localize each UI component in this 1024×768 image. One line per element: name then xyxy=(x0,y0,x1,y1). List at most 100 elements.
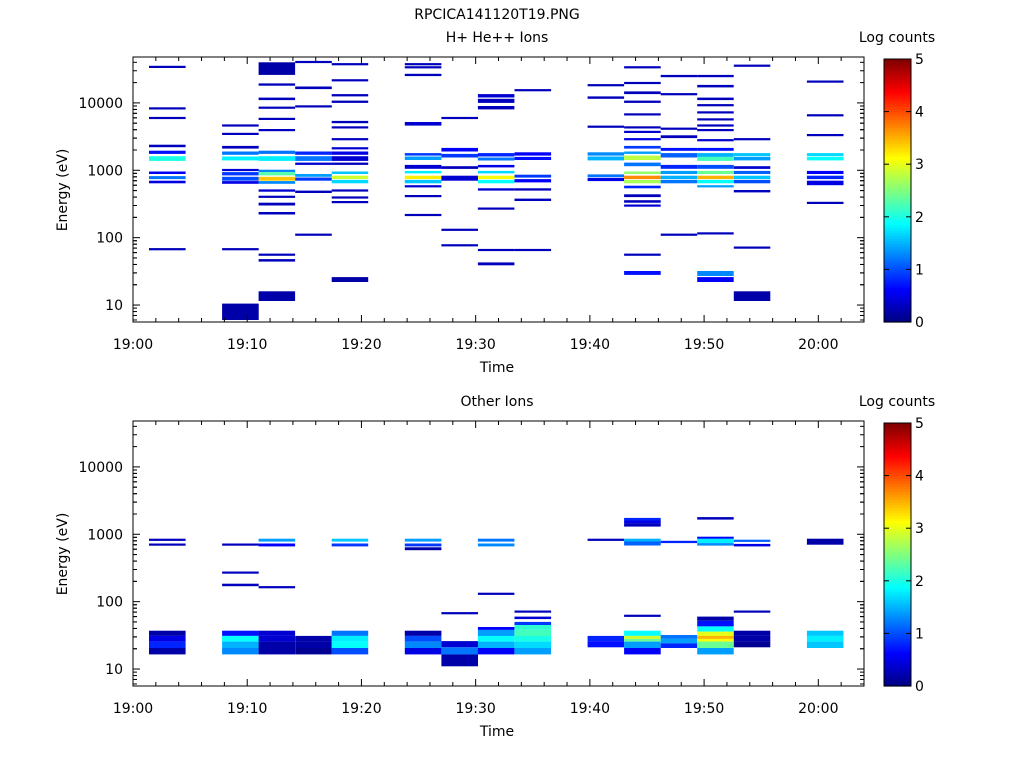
heatmap-cell xyxy=(660,164,698,169)
x-tick-label: 19:20 xyxy=(341,337,381,353)
heatmap-cell xyxy=(624,151,661,154)
heatmap-cell xyxy=(697,517,734,520)
heatmap-cell xyxy=(477,641,515,648)
heatmap-cell xyxy=(441,147,478,152)
heatmap-cell xyxy=(697,538,734,544)
heatmap-cell xyxy=(404,170,442,174)
colorbar-band xyxy=(884,287,911,292)
heatmap-cell xyxy=(697,156,734,161)
heatmap-cell xyxy=(331,635,369,642)
heatmap-cell xyxy=(733,291,771,301)
heatmap-cell xyxy=(404,66,442,69)
colorbar-band xyxy=(884,436,911,440)
heatmap-cell xyxy=(258,181,296,184)
colorbar-band xyxy=(884,277,911,281)
x-tick-label: 19:10 xyxy=(227,337,267,353)
heatmap-cell xyxy=(404,164,442,169)
heatmap-cell xyxy=(697,179,734,184)
heatmap-cell xyxy=(331,151,369,155)
colorbar-band xyxy=(884,148,911,152)
colorbar-band xyxy=(884,158,911,163)
heatmap-cell xyxy=(624,648,661,655)
colorbar-band xyxy=(884,179,911,184)
heatmap-cell xyxy=(441,166,478,169)
heatmap-cell xyxy=(331,277,369,282)
colorbar-band xyxy=(884,617,911,621)
colorbar-band xyxy=(884,475,911,479)
heatmap-cell xyxy=(477,543,515,547)
x-tick-label: 19:00 xyxy=(113,701,153,717)
colorbar-band xyxy=(884,625,911,629)
colorbar-band xyxy=(884,633,911,637)
colorbar-band xyxy=(884,219,911,223)
heatmap-cell xyxy=(624,520,661,524)
heatmap-cell xyxy=(477,635,515,642)
heatmap-cell xyxy=(331,641,369,648)
colorbar-band xyxy=(884,80,911,84)
colorbar-band xyxy=(884,87,911,92)
colorbar-band xyxy=(884,111,911,115)
heatmap-cell xyxy=(733,179,771,184)
colorbar-band xyxy=(884,77,911,81)
panel-h-he-ions: H+ He++ Ions 19:00 19:10 19:20 19:30 19:40 19… xyxy=(55,30,865,376)
colorbar-band xyxy=(884,512,911,516)
colorbar-band xyxy=(884,69,911,73)
colorbar-band xyxy=(884,657,911,661)
heatmap-cell xyxy=(733,630,771,636)
heatmap-cell xyxy=(624,204,661,207)
heatmap-cell xyxy=(295,151,332,155)
heatmap-cell xyxy=(624,630,661,636)
colorbar-band xyxy=(884,243,911,247)
colorbar-band xyxy=(884,638,911,642)
heatmap-cell xyxy=(624,171,661,174)
heatmap-cell xyxy=(331,162,369,165)
colorbar-band xyxy=(884,483,911,487)
colorbar-tick-label: 1 xyxy=(915,626,924,642)
colorbar-band xyxy=(884,423,911,427)
colorbar-band xyxy=(884,425,911,429)
heatmap-cell xyxy=(697,277,734,282)
heatmap-cell xyxy=(624,179,661,184)
heatmap-cell xyxy=(660,233,698,236)
colorbar-band xyxy=(884,672,911,677)
colorbar-band xyxy=(884,119,911,123)
x-tick-label: 19:30 xyxy=(455,337,495,353)
x-tick-label: 19:10 xyxy=(227,701,267,717)
heatmap-cell xyxy=(258,169,296,173)
heatmap-cell xyxy=(258,172,296,176)
heatmap-cell xyxy=(295,190,332,193)
colorbar-band xyxy=(884,172,911,176)
heatmap-cell xyxy=(624,113,661,116)
colorbar-band xyxy=(884,135,911,139)
heatmap-cell xyxy=(258,635,296,642)
colorbar-band xyxy=(884,137,911,142)
heatmap-cell xyxy=(331,120,369,124)
heatmap-cell xyxy=(441,228,478,231)
heatmap-cell xyxy=(697,543,734,546)
heatmap-cell xyxy=(624,541,661,546)
colorbar-band xyxy=(884,245,911,249)
heatmap-cell xyxy=(477,207,515,210)
colorbar-band xyxy=(884,680,911,684)
heatmap-cell xyxy=(258,291,296,301)
colorbar-band xyxy=(884,64,911,68)
colorbar-band xyxy=(884,620,911,624)
x-tick-label: 19:20 xyxy=(341,701,381,717)
heatmap-cell xyxy=(331,147,369,150)
heatmap-cell xyxy=(441,175,478,181)
colorbar-band xyxy=(884,588,911,592)
heatmap-cell xyxy=(660,170,698,174)
heatmap-cell xyxy=(660,153,698,158)
heatmap-cell xyxy=(404,175,442,180)
colorbar-band xyxy=(884,604,911,608)
heatmap-cell xyxy=(587,177,625,182)
heatmap-cell xyxy=(697,84,734,88)
colorbar-band xyxy=(884,444,911,448)
heatmap-cell xyxy=(660,175,698,180)
colorbar-band xyxy=(884,462,911,466)
heatmap-cell xyxy=(404,156,442,160)
heatmap-cell xyxy=(587,84,625,87)
x-axis-label: Time xyxy=(479,360,514,376)
heatmap-cell xyxy=(624,126,661,129)
colorbar-band xyxy=(884,501,911,506)
